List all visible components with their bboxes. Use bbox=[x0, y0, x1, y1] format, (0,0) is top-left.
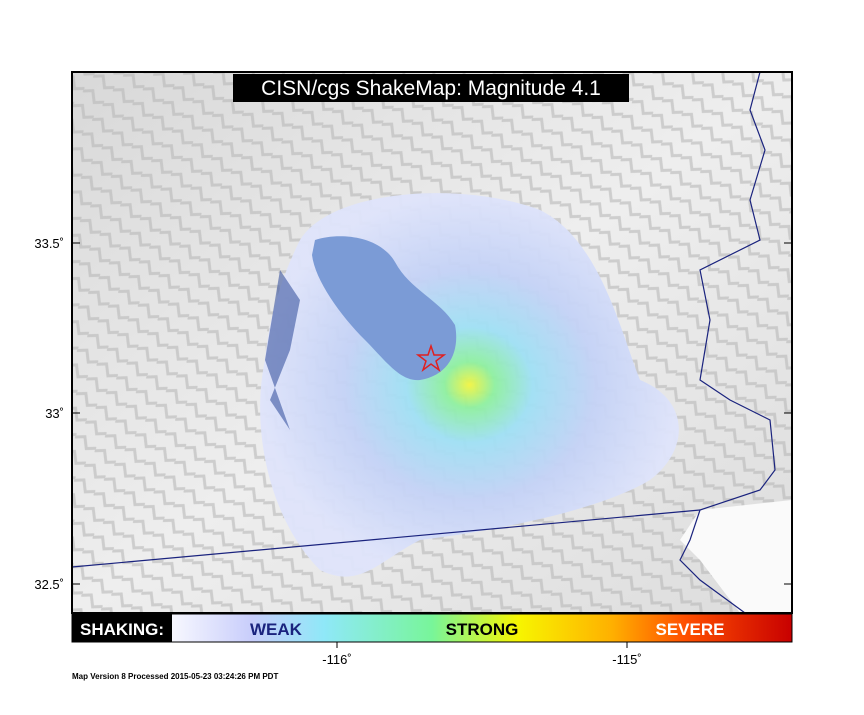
us-mexico-border bbox=[72, 509, 701, 568]
salton-sea bbox=[312, 236, 457, 381]
lat-label: 33˚ bbox=[45, 406, 64, 421]
map-title: CISN/cgs ShakeMap: Magnitude 4.1 bbox=[261, 77, 601, 100]
lat-ticks: 33.5˚ 33˚ 32.5˚ bbox=[34, 236, 792, 592]
mexico-region bbox=[680, 500, 792, 613]
lat-label: 33.5˚ bbox=[34, 236, 64, 251]
scale-severe: SEVERE bbox=[656, 620, 725, 639]
scale-weak: WEAK bbox=[250, 620, 303, 639]
map-area bbox=[72, 72, 792, 613]
state-border bbox=[679, 72, 776, 613]
epicenter bbox=[415, 343, 447, 373]
lon-label: -116˚ bbox=[322, 652, 351, 667]
scale-strong: STRONG bbox=[446, 620, 519, 639]
shaking-scale bbox=[71, 613, 793, 643]
footer: Map Version 8 Processed 2015-05-23 03:24… bbox=[72, 672, 278, 681]
lon-label: -115˚ bbox=[612, 652, 641, 667]
map-frame bbox=[71, 71, 793, 614]
scale-label-box bbox=[72, 614, 172, 642]
terrain-shadow bbox=[265, 270, 300, 430]
lat-label: 32.5˚ bbox=[34, 577, 64, 592]
title-box bbox=[233, 74, 629, 102]
scale-label: SHAKING: bbox=[80, 620, 164, 639]
